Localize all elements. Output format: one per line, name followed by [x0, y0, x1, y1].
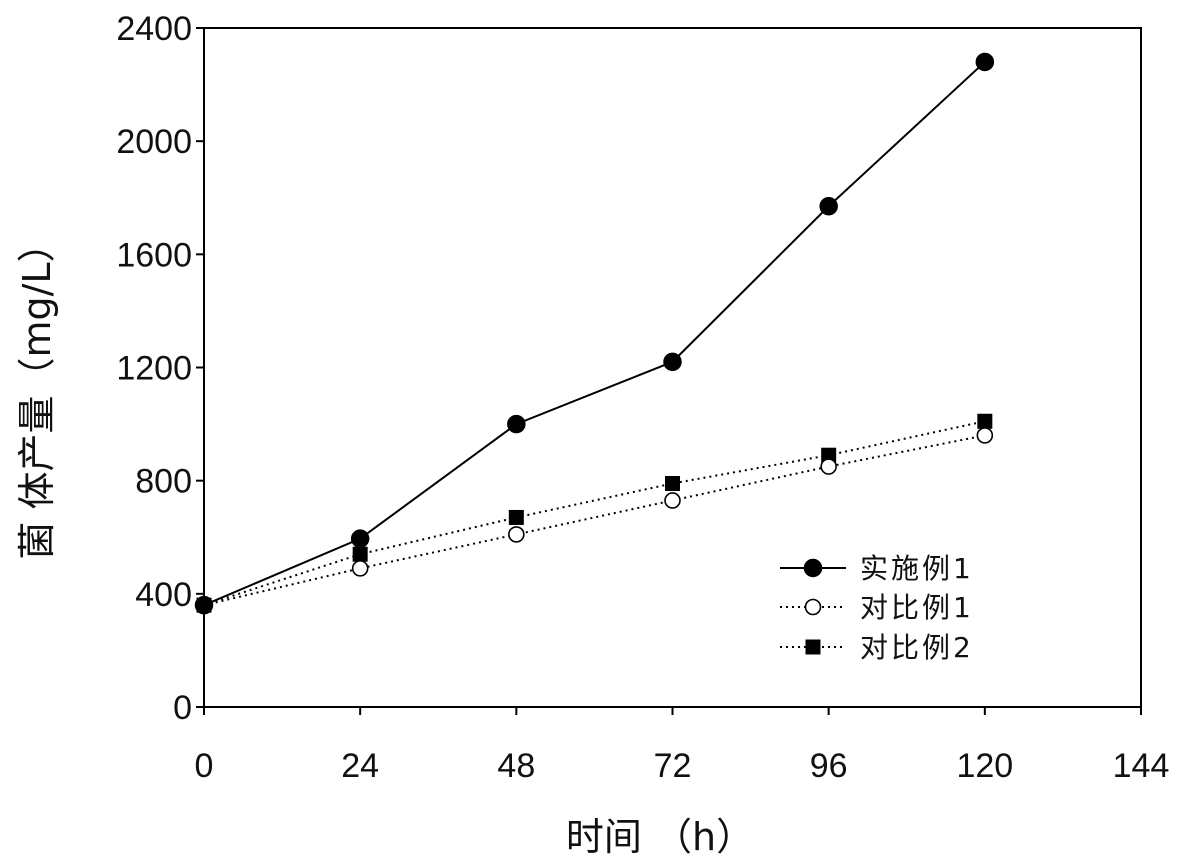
- data-point: [350, 529, 370, 548]
- legend-marker: [803, 558, 823, 578]
- y-tick-label: 2000: [116, 123, 192, 161]
- legend-item: 实施例1: [780, 552, 974, 585]
- y-tick-label: 2400: [116, 10, 192, 48]
- legend-item: 对比例2: [780, 631, 974, 664]
- x-tick-label: 120: [956, 747, 1013, 785]
- legend-label: 对比例2: [860, 631, 974, 664]
- data-point: [352, 546, 368, 562]
- data-point: [508, 526, 525, 543]
- legend-marker: [805, 639, 821, 655]
- x-axis-title: 时间 （h）: [566, 815, 754, 859]
- series-line: [203, 61, 986, 607]
- legend: 实施例1 对比例1 对比例2: [780, 552, 974, 664]
- legend-marker: [804, 598, 822, 616]
- data-point: [821, 447, 837, 463]
- data-point: [663, 352, 682, 372]
- data-point: [508, 509, 524, 525]
- x-tick-label: 72: [654, 747, 692, 785]
- axes: 0 400 800 1200 1600 2000 2400 0 24 48 72 96 120 144: [116, 10, 1169, 785]
- x-tick-label: 144: [1113, 747, 1170, 785]
- y-tick-label: 0: [173, 689, 192, 727]
- series-line: [203, 434, 986, 607]
- data-point: [665, 475, 680, 491]
- y-tick-label: 1600: [116, 236, 192, 274]
- series-group: [194, 52, 995, 615]
- data-point: [820, 458, 837, 475]
- x-tick-label: 24: [341, 747, 379, 785]
- data-point: [976, 427, 994, 444]
- data-point: [975, 52, 995, 72]
- y-tick-label: 1200: [116, 350, 192, 388]
- data-point: [194, 595, 214, 615]
- x-tick-label: 0: [195, 747, 214, 785]
- legend-item: 对比例1: [780, 591, 974, 624]
- series-1: [194, 52, 995, 615]
- y-tick-label: 800: [135, 463, 192, 501]
- data-point: [819, 196, 838, 216]
- data-point: [977, 413, 993, 429]
- x-tick-label: 48: [497, 747, 535, 785]
- data-point: [664, 492, 681, 509]
- y-axis-title: 菌 体产量（mg/L）: [15, 224, 59, 559]
- data-point: [351, 560, 369, 577]
- legend-label: 实施例1: [860, 552, 974, 585]
- x-tick-label: 96: [810, 747, 848, 785]
- legend-label: 对比例1: [860, 591, 974, 624]
- y-tick-label: 400: [135, 576, 192, 614]
- data-point: [507, 414, 526, 434]
